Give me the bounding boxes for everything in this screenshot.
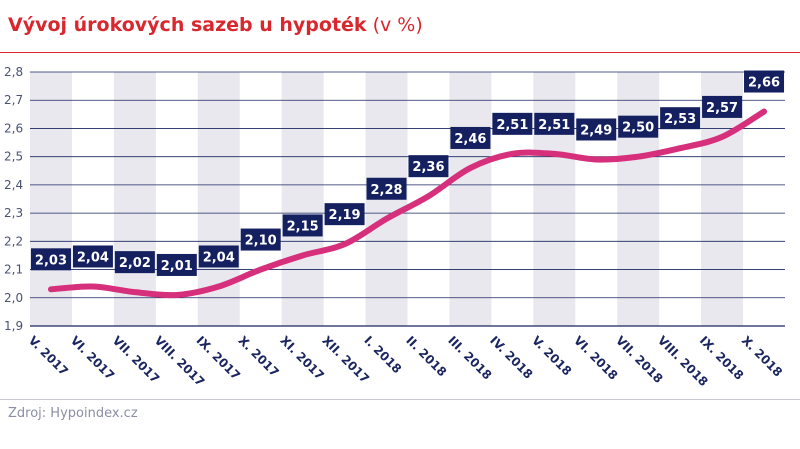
data-label-text: 2,66 — [748, 76, 780, 91]
y-tick-label: 2,5 — [4, 150, 23, 164]
y-tick-label: 2,6 — [4, 121, 23, 135]
data-label-box — [366, 177, 407, 200]
source-note: Zdroj: Hypoindex.cz — [8, 406, 138, 421]
data-label: 2,04 — [72, 245, 113, 268]
data-label: 2,15 — [282, 214, 323, 237]
x-tick-label: VI. 2018 — [571, 333, 620, 382]
data-label-text: 2,01 — [161, 259, 193, 274]
data-label-text: 2,36 — [412, 160, 444, 175]
data-label-text: 2,51 — [496, 118, 528, 133]
x-tick-label: V. 2018 — [529, 333, 574, 378]
band-10 — [449, 72, 492, 326]
footer-divider — [0, 399, 800, 400]
data-label-text: 2,53 — [664, 112, 696, 127]
data-label-box — [702, 95, 743, 118]
x-tick-label: XI. 2017 — [277, 333, 326, 382]
data-label-box — [660, 107, 701, 130]
data-labels: 2,03 2,04 2,02 2,01 2,04 2,10 2,15 2,19 2,28 2,36… — [30, 70, 785, 276]
data-label: 2,53 — [660, 107, 701, 130]
data-label: 2,66 — [744, 70, 785, 93]
data-label-box — [30, 248, 71, 271]
data-label-box — [72, 245, 113, 268]
data-label-text: 2,04 — [77, 250, 109, 265]
data-label-text: 2,51 — [538, 118, 570, 133]
data-label-text: 2,28 — [370, 183, 402, 198]
y-tick-label: 2,8 — [4, 65, 23, 79]
data-label: 2,10 — [240, 228, 281, 251]
x-tick-label: V. 2017 — [26, 333, 71, 378]
data-label-text: 2,49 — [580, 123, 612, 138]
gridlines — [30, 71, 785, 327]
series-line — [47, 108, 768, 299]
y-tick-label: 2,1 — [4, 263, 23, 277]
chart-title-unit: (v %) — [372, 14, 423, 36]
y-tick-label: 2,0 — [4, 291, 23, 305]
y-tick-label: 2,3 — [4, 206, 23, 220]
chart-title: Vývoj úrokových sazeb u hypoték (v %) — [8, 14, 423, 36]
title-divider — [0, 52, 800, 53]
band-0 — [30, 72, 72, 326]
data-label: 2,51 — [492, 112, 533, 135]
data-label-box — [324, 203, 365, 226]
data-label-text: 2,15 — [287, 219, 319, 234]
data-label-box — [534, 112, 575, 135]
data-label: 2,01 — [156, 253, 197, 276]
data-label-text: 2,10 — [245, 234, 277, 249]
chart-title-main: Vývoj úrokových sazeb u hypoték — [8, 14, 367, 36]
data-label-text: 2,02 — [119, 256, 151, 271]
data-label-text: 2,46 — [454, 132, 486, 147]
y-tick-label: 2,7 — [4, 93, 23, 107]
data-label: 2,46 — [450, 126, 491, 149]
data-label: 2,19 — [324, 203, 365, 226]
data-label-box — [198, 245, 239, 268]
data-label: 2,28 — [366, 177, 407, 200]
data-label-box — [114, 251, 155, 274]
data-label-box — [492, 112, 533, 135]
x-tick-label: II. 2018 — [403, 333, 449, 379]
data-label-text: 2,19 — [329, 208, 361, 223]
data-label: 2,04 — [198, 245, 239, 268]
band-6 — [281, 72, 324, 326]
data-label-box — [240, 228, 281, 251]
data-label-box — [282, 214, 323, 237]
data-label: 2,49 — [576, 118, 617, 141]
data-label-text: 2,04 — [203, 250, 235, 265]
data-label-text: 2,57 — [706, 101, 738, 116]
x-tick-label: III. 2018 — [445, 333, 494, 382]
data-label-box — [450, 126, 491, 149]
data-label-box — [744, 70, 785, 93]
series-path — [47, 108, 768, 299]
band-2 — [113, 72, 156, 326]
data-label-box — [576, 118, 617, 141]
data-label: 2,02 — [114, 251, 155, 274]
y-tick-label: 2,4 — [4, 178, 23, 192]
band-12 — [533, 72, 576, 326]
data-label: 2,51 — [534, 112, 575, 135]
x-tick-label: IV. 2018 — [487, 333, 535, 381]
data-label: 2,50 — [618, 115, 659, 138]
data-label-box — [408, 155, 449, 178]
data-label-box — [618, 115, 659, 138]
band-14 — [617, 72, 660, 326]
x-tick-label: VI. 2017 — [68, 333, 117, 382]
y-tick-label: 2,2 — [4, 234, 23, 248]
data-label-text: 2,50 — [622, 121, 654, 136]
x-tick-label: I. 2018 — [361, 333, 404, 376]
y-tick-label: 1,9 — [4, 319, 23, 333]
data-label: 2,36 — [408, 155, 449, 178]
data-label: 2,03 — [30, 248, 71, 271]
data-label-box — [156, 253, 197, 276]
y-axis-ticks: 1,9 2,0 2,1 2,2 2,3 2,4 2,5 2,6 2,7 2,8 — [4, 65, 23, 333]
data-label-text: 2,03 — [35, 253, 67, 268]
data-label: 2,57 — [702, 95, 743, 118]
